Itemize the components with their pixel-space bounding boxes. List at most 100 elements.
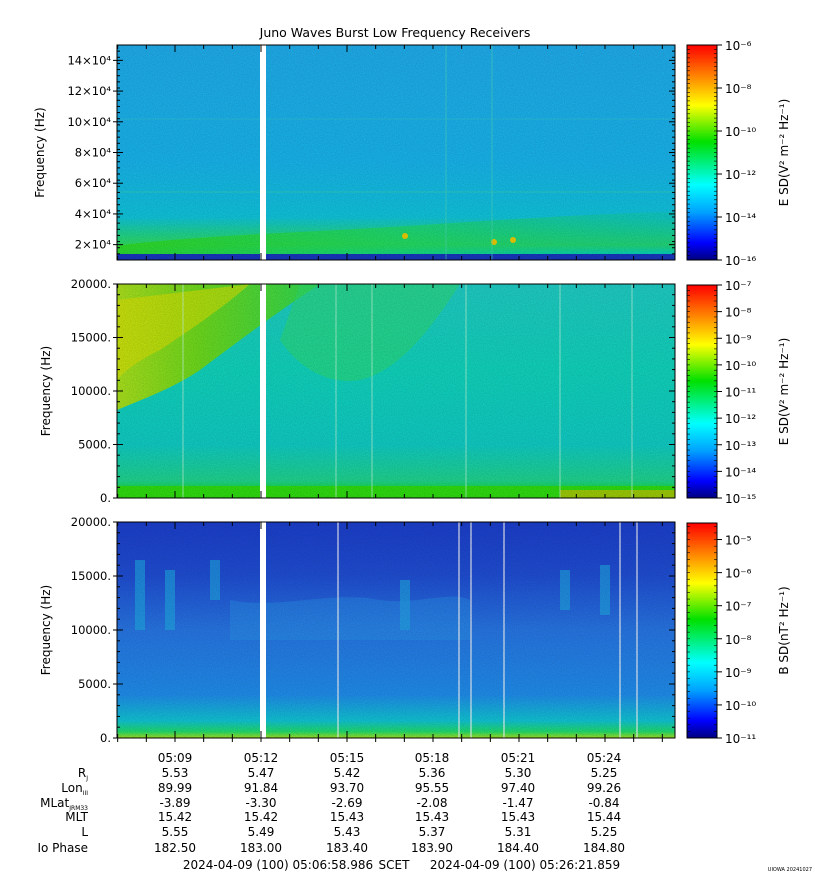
y-tick-label: 15000. xyxy=(71,331,111,345)
watermark: UIOWA 20241027 xyxy=(768,867,812,873)
ephemeris-value: 95.55 xyxy=(415,781,449,795)
y-tick-label: 0. xyxy=(100,731,111,745)
ephemeris-value: 5.25 xyxy=(591,766,618,780)
y-tick-label: 20000. xyxy=(71,515,111,529)
spectrogram-image xyxy=(117,284,675,498)
colorbar-label: E SD(V² m⁻² Hz⁻¹) xyxy=(777,99,791,207)
colorbar-tick-label: 10⁻⁶ xyxy=(725,567,752,581)
y-tick-label: 4×10⁴ xyxy=(75,207,112,221)
colorbar xyxy=(686,44,718,261)
ephemeris-value: 5.42 xyxy=(334,766,361,780)
ephemeris-value: 15.42 xyxy=(244,810,278,824)
colorbar-tick-label: 10⁻¹⁵ xyxy=(725,492,756,506)
scet-start: 2024-04-09 (100) 05:06:58.986 xyxy=(183,858,373,872)
colorbar xyxy=(686,284,718,499)
y-tick-label: 10000. xyxy=(71,623,111,637)
colorbar-tick-label: 10⁻⁷ xyxy=(725,600,752,614)
ephemeris-value: 5.43 xyxy=(334,825,361,839)
y-tick-label: 5000. xyxy=(78,677,111,691)
ephemeris-value: 15.42 xyxy=(158,810,192,824)
ephemeris-value: 5.49 xyxy=(248,825,275,839)
colorbar-tick-label: 10⁻¹⁰ xyxy=(725,359,756,373)
colorbar-tick-label: 10⁻¹⁴ xyxy=(725,211,756,225)
y-tick-label: 12×10⁴ xyxy=(67,84,111,98)
ephemeris-value: 184.80 xyxy=(583,841,625,855)
y-tick-label: 20000. xyxy=(71,277,111,291)
ephemeris-value: 5.36 xyxy=(419,766,446,780)
y-axis-label: Frequency (Hz) xyxy=(39,346,53,437)
ephemeris-value: 15.43 xyxy=(501,810,535,824)
y-axis-label: Frequency (Hz) xyxy=(33,107,47,198)
colorbar-tick-label: 10⁻⁸ xyxy=(725,633,752,647)
ephemeris-value: 5.55 xyxy=(162,825,189,839)
y-tick-label: 5000. xyxy=(78,438,111,452)
spectrogram-panel-2: 0. 5000. 10000. 15000. 20000. Frequency (Hz) 1… xyxy=(39,277,791,506)
colorbar-tick-label: 10⁻⁸ xyxy=(725,82,752,96)
panels: 2×10⁴ 4×10⁴ 6×10⁴ 8×10⁴ 10×10⁴ 12×10⁴ 14×10⁴ Fr… xyxy=(33,39,791,746)
colorbar-tick-label: 10⁻⁸ xyxy=(725,306,752,320)
y-axis-label: Frequency (Hz) xyxy=(39,585,53,676)
colorbar-tick-label: 10⁻⁷ xyxy=(725,279,752,293)
colorbar-label: E SD(V² m⁻² Hz⁻¹) xyxy=(777,338,791,446)
time-tick-label: 05:18 xyxy=(415,751,450,765)
data-gap xyxy=(260,522,266,738)
ephemeris-value: 5.25 xyxy=(591,825,618,839)
ephemeris-row-label: L xyxy=(81,825,88,839)
colorbar-tick-label: 10⁻¹⁴ xyxy=(725,465,756,479)
ephemeris-value: 15.43 xyxy=(330,810,364,824)
ephemeris-value: 93.70 xyxy=(330,781,364,795)
ephemeris-value: 15.44 xyxy=(587,810,621,824)
ephemeris-value: 97.40 xyxy=(501,781,535,795)
time-tick-label: 05:21 xyxy=(501,751,536,765)
spectrogram-panel-1: 2×10⁴ 4×10⁴ 6×10⁴ 8×10⁴ 10×10⁴ 12×10⁴ 14×10⁴ Fr… xyxy=(33,39,791,268)
colorbar-tick-label: 10⁻¹⁶ xyxy=(725,254,756,268)
colorbar-tick-label: 10⁻¹¹ xyxy=(725,732,756,746)
colorbar-tick-label: 10⁻¹⁰ xyxy=(725,699,756,713)
ephemeris-row-label: Io Phase xyxy=(37,841,88,855)
data-gap xyxy=(260,284,266,498)
figure-title: Juno Waves Burst Low Frequency Receivers xyxy=(259,25,531,40)
time-tick-label: 05:12 xyxy=(244,751,279,765)
y-tick-label: 15000. xyxy=(71,569,111,583)
ephemeris-value: 183.00 xyxy=(240,841,282,855)
time-tick-label: 05:09 xyxy=(158,751,193,765)
ephemeris-value: 5.37 xyxy=(419,825,446,839)
spectrogram-panel-3: 0. 5000. 10000. 15000. 20000. Frequency (Hz) 1… xyxy=(39,515,791,746)
ephemeris-value: 89.99 xyxy=(158,781,192,795)
colorbar-tick-label: 10⁻⁵ xyxy=(725,534,752,548)
y-tick-label: 10×10⁴ xyxy=(67,115,111,129)
y-tick-label: 6×10⁴ xyxy=(75,176,112,190)
time-axis: 05:09 05:12 05:15 05:18 05:21 05:24 RJ 5.53 5.47… xyxy=(37,45,663,872)
colorbar-tick-label: 10⁻¹³ xyxy=(725,439,756,453)
ephemeris-value: 91.84 xyxy=(244,781,278,795)
ephemeris-value: 99.26 xyxy=(587,781,621,795)
y-tick-label: 8×10⁴ xyxy=(75,146,112,160)
ephemeris-value: -3.30 xyxy=(245,796,276,810)
colorbar xyxy=(686,522,718,739)
y-tick-label: 14×10⁴ xyxy=(67,53,111,67)
colorbar-tick-label: 10⁻⁶ xyxy=(725,39,752,53)
ephemeris-value: 5.30 xyxy=(505,766,532,780)
ephemeris-value: 15.43 xyxy=(415,810,449,824)
data-gap xyxy=(260,45,266,260)
y-tick-label: 10000. xyxy=(71,384,111,398)
y-tick-label: 0. xyxy=(100,491,111,505)
ephemeris-row-label: MLatJRM33 xyxy=(40,796,88,812)
colorbar-tick-label: 10⁻¹¹ xyxy=(725,386,756,400)
ephemeris-value: 5.53 xyxy=(162,766,189,780)
ephemeris-value: 184.40 xyxy=(497,841,539,855)
colorbar-tick-label: 10⁻¹² xyxy=(725,412,756,426)
ephemeris-value: -1.47 xyxy=(502,796,533,810)
ephemeris-value: 5.47 xyxy=(248,766,275,780)
spectrogram-image xyxy=(117,522,675,738)
ephemeris-value: 183.40 xyxy=(326,841,368,855)
colorbar-tick-label: 10⁻¹² xyxy=(725,168,756,182)
ephemeris-value: -0.84 xyxy=(588,796,619,810)
spectrogram-image xyxy=(117,45,675,260)
time-tick-label: 05:15 xyxy=(330,751,365,765)
ephemeris-value: 182.50 xyxy=(154,841,196,855)
scet-end: 2024-04-09 (100) 05:26:21.859 xyxy=(430,858,620,872)
time-tick-label: 05:24 xyxy=(587,751,622,765)
colorbar-label: B SD(nT² Hz⁻¹) xyxy=(777,586,791,674)
